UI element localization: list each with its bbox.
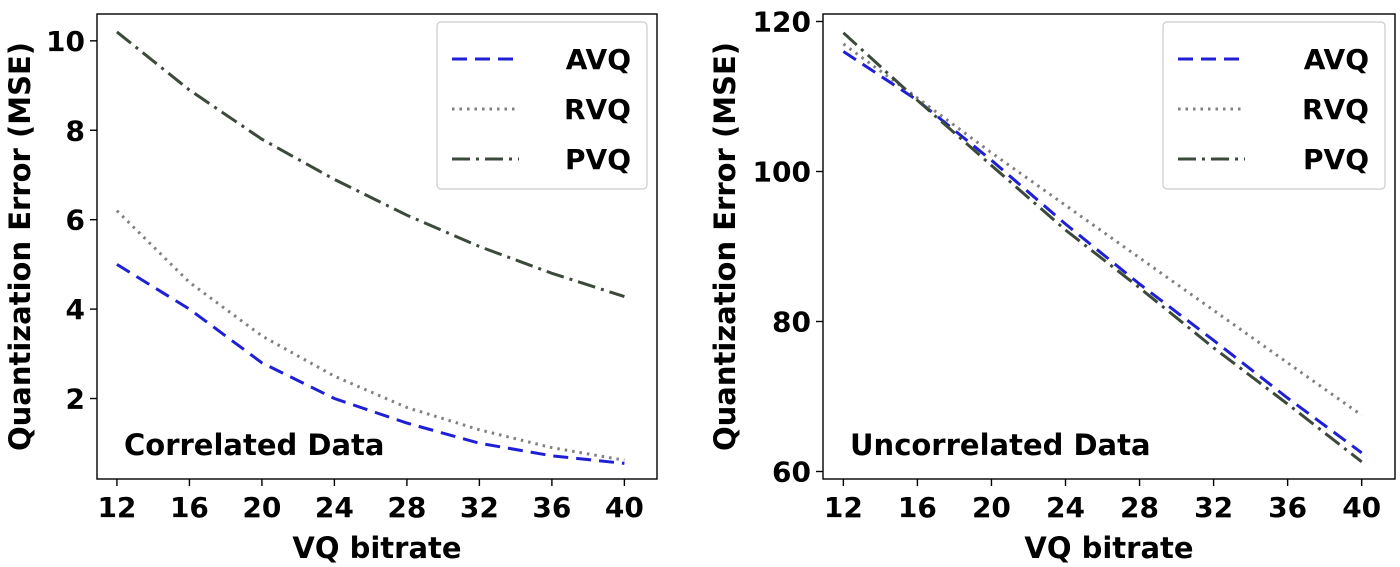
x-tick-label: 24 [1046,491,1085,524]
legend-label-rvq: RVQ [564,93,631,126]
y-tick-label: 120 [753,6,811,39]
axes-frame [822,13,1396,480]
y-axis-label: Quantization Error (MSE) [708,42,742,451]
y-tick-label: 100 [753,156,811,189]
x-tick-label: 24 [315,491,354,524]
legend-label-pvq: PVQ [1303,143,1369,176]
x-tick-label: 12 [97,491,136,524]
y-tick-label: 80 [772,306,811,339]
x-tick-label: 20 [972,491,1011,524]
y-tick-label: 6 [66,204,85,237]
legend-label-avq: AVQ [1304,43,1369,76]
x-axis-label: VQ bitrate [292,531,461,565]
x-tick-label: 12 [824,491,863,524]
series-line-rvq [842,42,1363,417]
x-tick-label: 16 [898,491,937,524]
series-line-pvq [115,30,625,299]
x-tick-label: 36 [1268,491,1307,524]
x-tick-label: 36 [532,491,571,524]
chart-uncorrelated-data: 12 16 20 24 28 32 36 40 60 80 100 120 VQ bitrate Quan… [708,6,1396,565]
y-tick-label: 4 [66,293,85,326]
x-tick-label: 32 [1194,491,1233,524]
x-tick-label: 40 [605,491,644,524]
series-line-rvq [115,209,625,462]
legend: AVQ RVQ PVQ [436,21,648,190]
legend-box [436,21,648,190]
panel-annotation: Uncorrelated Data [850,428,1151,462]
y-axis-label: Quantization Error (MSE) [3,42,37,451]
axes-frame [96,13,658,480]
legend-box [1162,21,1386,190]
y-tick-label: 8 [66,114,85,147]
y-tick-label: 60 [772,456,811,489]
y-tick-label: 10 [46,25,85,58]
x-axis-label: VQ bitrate [1024,531,1193,565]
series-line-avq [116,263,625,465]
legend-label-pvq: PVQ [565,143,631,176]
x-tick-label: 28 [1120,491,1159,524]
panel-annotation: Correlated Data [124,428,384,462]
y-tick-label: 2 [66,383,85,416]
legend-label-avq: AVQ [566,43,631,76]
x-tick-label: 20 [242,491,281,524]
legend-label-rvq: RVQ [1302,93,1369,126]
x-tick-label: 32 [460,491,499,524]
x-tick-label: 40 [1342,491,1381,524]
x-tick-label: 16 [170,491,209,524]
series-line-pvq [842,31,1363,463]
legend: AVQ RVQ PVQ [1162,21,1386,190]
x-tick-label: 28 [387,491,426,524]
